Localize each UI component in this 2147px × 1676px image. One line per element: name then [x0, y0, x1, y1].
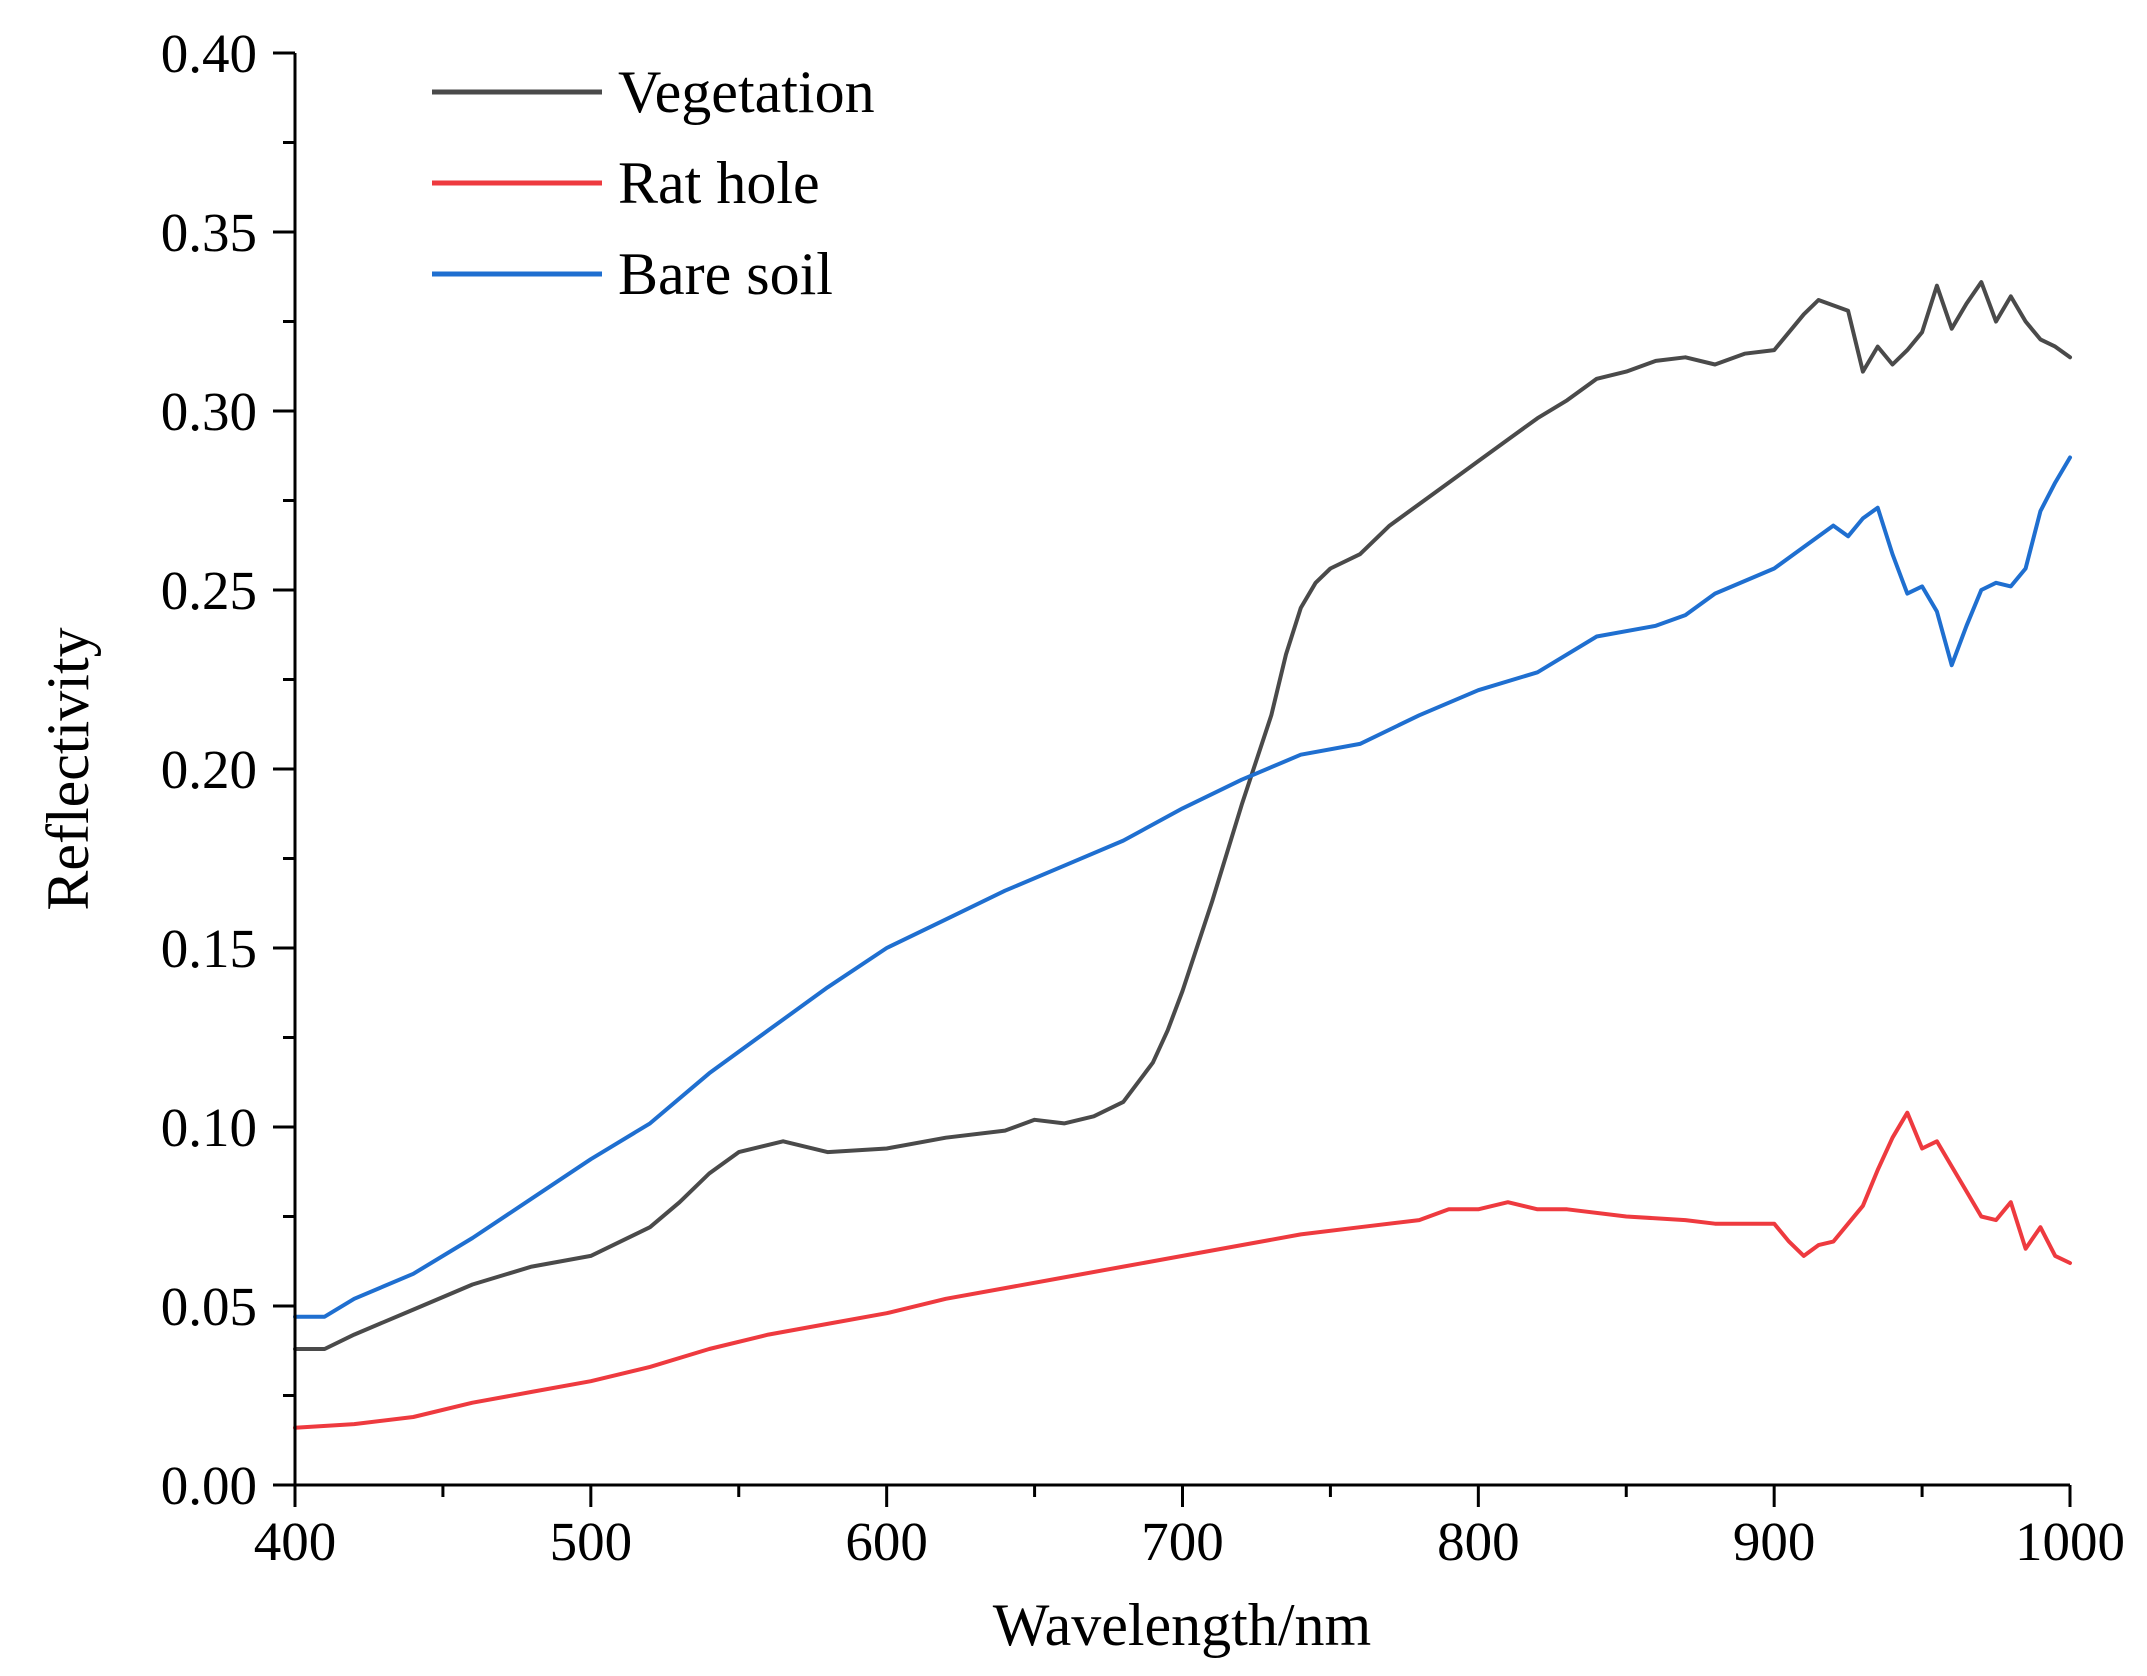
x-tick-label: 500	[550, 1511, 633, 1572]
y-tick-label: 0.15	[161, 918, 257, 979]
legend: Vegetation Rat hole Bare soil	[432, 59, 875, 307]
x-axis-title: Wavelength/nm	[993, 1592, 1371, 1658]
x-tick-label: 600	[845, 1511, 928, 1572]
x-tick-label: 1000	[2015, 1511, 2125, 1572]
x-tick-label: 900	[1733, 1511, 1816, 1572]
plot-lines	[293, 280, 2072, 1430]
y-ticks: 0.00 0.05 0.10 0.15 0.20 0.25 0.30 0.35 0.40	[161, 23, 295, 1516]
y-tick-label: 0.05	[161, 1276, 257, 1337]
y-tick-label: 0.35	[161, 202, 257, 263]
x-tick-label: 700	[1141, 1511, 1224, 1572]
series-line-bare-soil	[293, 455, 2072, 1319]
series-line-rat-hole	[293, 1110, 2072, 1430]
legend-label: Vegetation	[618, 59, 875, 125]
x-tick-label: 800	[1437, 1511, 1520, 1572]
y-tick-label: 0.10	[161, 1097, 257, 1158]
y-tick-label: 0.20	[161, 739, 257, 800]
x-ticks: 400 500 600 700 800 900 1000	[254, 1485, 2125, 1572]
y-tick-label: 0.00	[161, 1455, 257, 1516]
y-tick-label: 0.25	[161, 560, 257, 621]
legend-label: Bare soil	[618, 241, 833, 307]
axes	[293, 53, 2070, 1487]
x-tick-label: 400	[254, 1511, 337, 1572]
y-tick-label: 0.30	[161, 381, 257, 442]
series-line-vegetation	[293, 280, 2072, 1351]
y-axis-title: Reflectivity	[35, 627, 101, 910]
y-tick-label: 0.40	[161, 23, 257, 84]
legend-label: Rat hole	[618, 150, 820, 216]
